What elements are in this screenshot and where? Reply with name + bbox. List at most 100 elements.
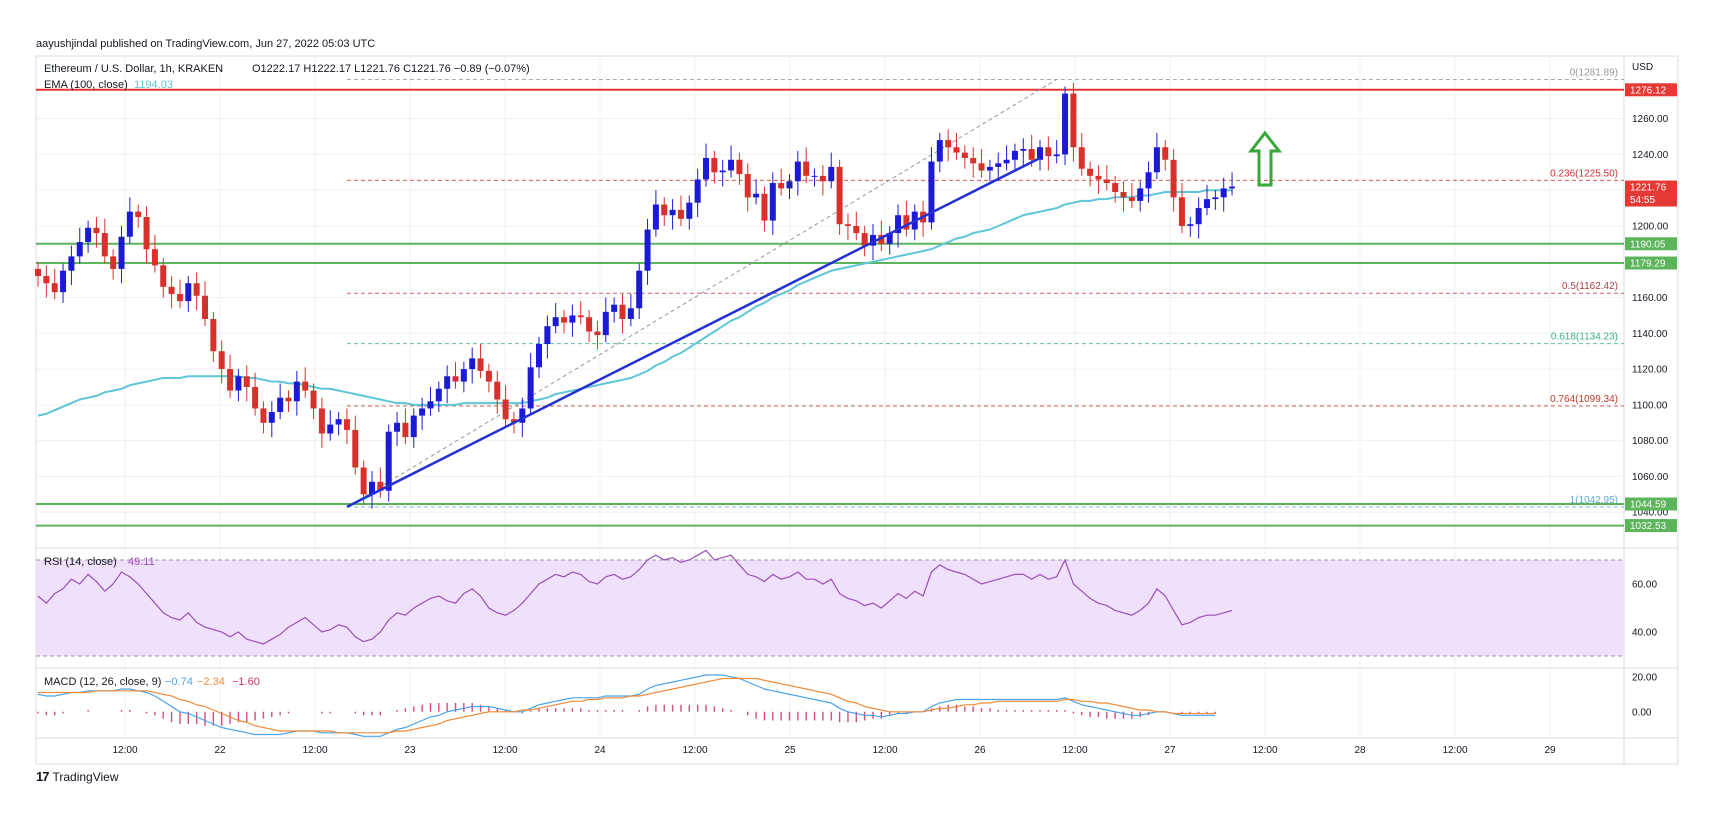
candle-body[interactable] bbox=[193, 283, 200, 296]
candle-body[interactable] bbox=[302, 381, 309, 391]
candle-body[interactable] bbox=[778, 183, 785, 189]
candle-body[interactable] bbox=[945, 140, 952, 148]
candle-body[interactable] bbox=[694, 179, 701, 203]
candle-body[interactable] bbox=[569, 315, 576, 323]
candle-body[interactable] bbox=[870, 234, 876, 246]
candle-body[interactable] bbox=[1178, 197, 1185, 226]
candle-body[interactable] bbox=[961, 152, 968, 158]
candle-body[interactable] bbox=[335, 419, 342, 425]
candle-body[interactable] bbox=[1087, 168, 1094, 176]
candle-body[interactable] bbox=[844, 224, 851, 226]
candle-body[interactable] bbox=[218, 351, 225, 370]
candle-body[interactable] bbox=[1053, 154, 1060, 157]
candle-body[interactable] bbox=[936, 140, 943, 162]
candle-body[interactable] bbox=[360, 467, 367, 495]
candle-body[interactable] bbox=[669, 209, 676, 216]
candle-body[interactable] bbox=[928, 161, 935, 223]
candle-body[interactable] bbox=[519, 408, 526, 423]
candle-body[interactable] bbox=[970, 157, 977, 164]
candle-body[interactable] bbox=[878, 234, 885, 244]
candle-body[interactable] bbox=[828, 166, 835, 182]
candle-body[interactable] bbox=[686, 202, 693, 219]
candle-body[interactable] bbox=[185, 283, 192, 302]
candle-body[interactable] bbox=[1220, 188, 1227, 198]
candle-body[interactable] bbox=[794, 161, 801, 182]
candle-body[interactable] bbox=[1170, 159, 1177, 198]
price-pane[interactable]: 0(1281.89) 0.236(1225.50) 0.5(1162.42) 0.61… bbox=[35, 67, 1624, 527]
candle-body[interactable] bbox=[110, 256, 117, 269]
candle-body[interactable] bbox=[93, 227, 100, 234]
candle-body[interactable] bbox=[494, 381, 501, 400]
candle-body[interactable] bbox=[627, 308, 634, 319]
candle-body[interactable] bbox=[1078, 147, 1085, 169]
candle-body[interactable] bbox=[68, 256, 75, 271]
candle-body[interactable] bbox=[886, 233, 893, 244]
candle-body[interactable] bbox=[1028, 149, 1035, 160]
candle-body[interactable] bbox=[435, 388, 442, 402]
candle-body[interactable] bbox=[293, 381, 300, 402]
candle-body[interactable] bbox=[1120, 191, 1127, 198]
candle-body[interactable] bbox=[235, 376, 242, 391]
candle-body[interactable] bbox=[1070, 93, 1077, 148]
candle-body[interactable] bbox=[202, 295, 208, 319]
candle-body[interactable] bbox=[552, 317, 559, 327]
candle-body[interactable] bbox=[895, 215, 902, 234]
candle-body[interactable] bbox=[268, 412, 275, 423]
candle-body[interactable] bbox=[719, 170, 726, 173]
candle-body[interactable] bbox=[60, 270, 67, 293]
candle-body[interactable] bbox=[803, 161, 810, 176]
ascending-trend-line[interactable] bbox=[346, 156, 1041, 508]
candle-body[interactable] bbox=[143, 217, 150, 250]
candle-body[interactable] bbox=[377, 481, 384, 491]
candle-body[interactable] bbox=[1020, 149, 1027, 151]
candle-body[interactable] bbox=[978, 163, 985, 171]
candle-body[interactable] bbox=[101, 233, 108, 257]
candle-body[interactable] bbox=[677, 209, 684, 219]
candle-body[interactable] bbox=[394, 422, 401, 432]
candle-body[interactable] bbox=[85, 227, 92, 243]
candle-body[interactable] bbox=[1045, 147, 1052, 157]
candle-body[interactable] bbox=[1212, 197, 1219, 200]
candle-body[interactable] bbox=[452, 376, 459, 382]
candle-body[interactable] bbox=[1187, 224, 1194, 226]
candle-body[interactable] bbox=[1037, 147, 1043, 160]
candle-body[interactable] bbox=[853, 225, 860, 234]
candle-body[interactable] bbox=[577, 315, 584, 318]
candle-body[interactable] bbox=[160, 265, 167, 287]
candle-body[interactable] bbox=[51, 283, 58, 293]
candle-body[interactable] bbox=[419, 408, 426, 416]
candle-body[interactable] bbox=[611, 304, 618, 312]
candle-body[interactable] bbox=[1195, 208, 1202, 225]
candle-body[interactable] bbox=[444, 376, 451, 389]
candle-body[interactable] bbox=[1095, 175, 1102, 180]
candle-body[interactable] bbox=[126, 211, 133, 237]
candle-body[interactable] bbox=[1204, 199, 1210, 209]
candle-body[interactable] bbox=[1112, 183, 1119, 192]
candle-body[interactable] bbox=[343, 419, 350, 430]
candle-body[interactable] bbox=[819, 175, 826, 182]
candle-body[interactable] bbox=[327, 424, 334, 434]
candle-body[interactable] bbox=[385, 431, 392, 491]
candle-body[interactable] bbox=[1137, 188, 1144, 201]
candle-body[interactable] bbox=[769, 183, 776, 221]
candle-body[interactable] bbox=[602, 311, 609, 336]
candle-body[interactable] bbox=[1003, 159, 1010, 164]
candle-body[interactable] bbox=[1128, 197, 1135, 201]
candle-body[interactable] bbox=[811, 175, 818, 177]
candle-body[interactable] bbox=[744, 174, 751, 198]
tradingview-logo[interactable]: 17 TradingView bbox=[36, 769, 119, 784]
candle-body[interactable] bbox=[510, 419, 517, 423]
candle-body[interactable] bbox=[836, 166, 843, 225]
candle-body[interactable] bbox=[460, 369, 467, 382]
candle-body[interactable] bbox=[151, 249, 158, 266]
candle-body[interactable] bbox=[118, 236, 125, 269]
candle-body[interactable] bbox=[1229, 186, 1236, 189]
candle-body[interactable] bbox=[469, 358, 476, 370]
candle-body[interactable] bbox=[986, 166, 993, 171]
candle-body[interactable] bbox=[953, 147, 960, 153]
candle-body[interactable] bbox=[736, 159, 743, 175]
candle-body[interactable] bbox=[903, 215, 910, 230]
candle-body[interactable] bbox=[995, 163, 1002, 167]
candle-body[interactable] bbox=[168, 286, 175, 294]
